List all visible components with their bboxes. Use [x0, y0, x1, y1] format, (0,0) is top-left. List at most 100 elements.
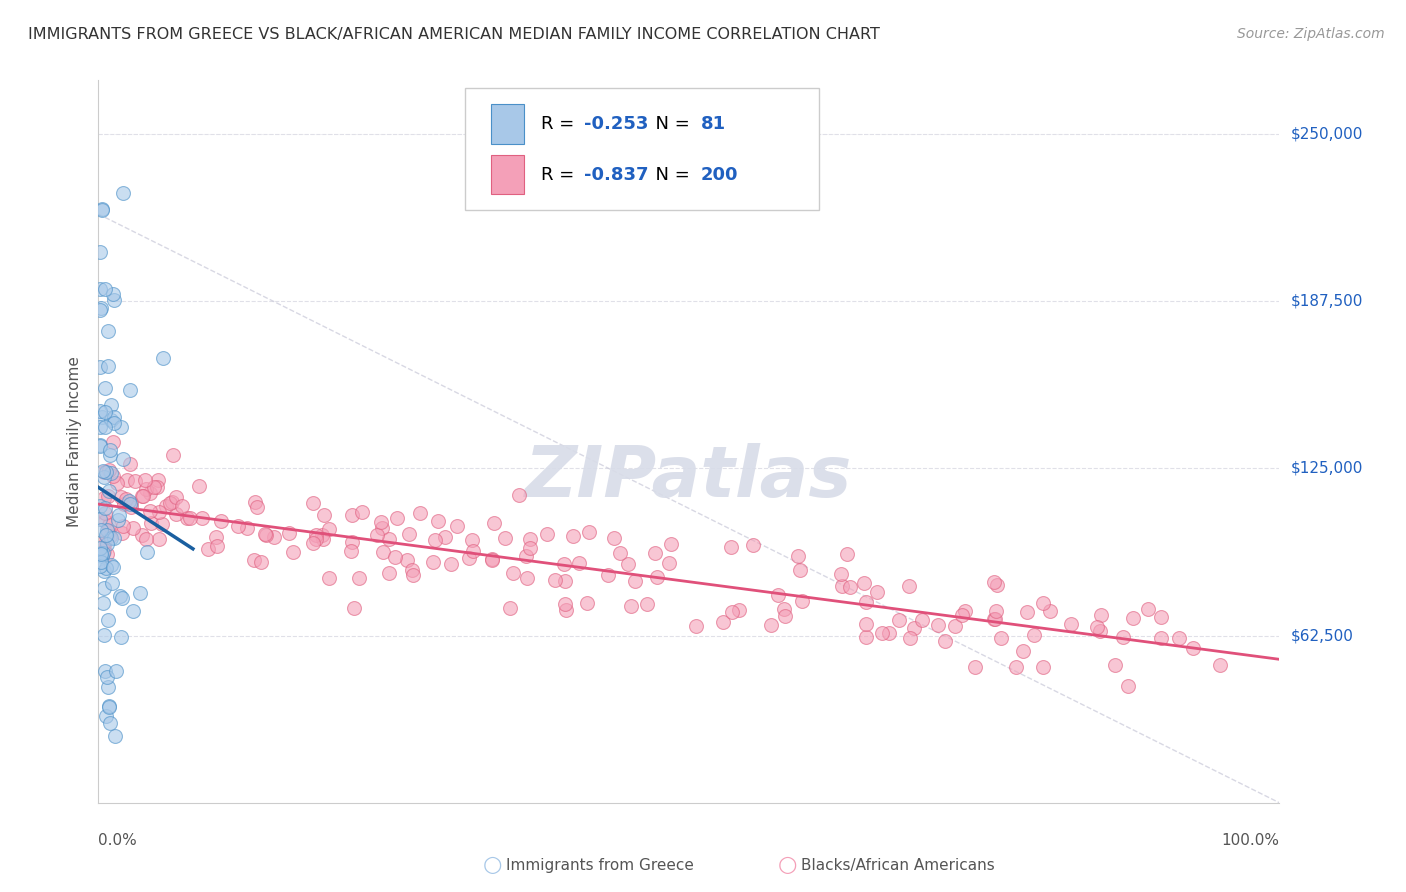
Point [97, 680, 120, 694]
Point [96, 465, 118, 479]
Point [96, 669, 118, 683]
Point [111, 519, 134, 533]
Point [395, 553, 418, 567]
Point [402, 568, 425, 582]
Point [250, 555, 273, 569]
Point [138, 485, 160, 500]
Point [152, 516, 174, 531]
Point [311, 527, 333, 541]
Point [110, 630, 132, 644]
Point [339, 543, 361, 558]
Point [120, 500, 142, 515]
Point [830, 566, 852, 581]
Point [160, 495, 183, 509]
Point [90, 546, 112, 560]
Point [205, 539, 228, 553]
Point [990, 632, 1012, 646]
Text: -0.253: -0.253 [583, 115, 648, 133]
Point [305, 532, 328, 546]
Point [463, 544, 485, 558]
Point [1012, 643, 1035, 657]
Point [204, 530, 226, 544]
Point [659, 537, 682, 551]
Text: 200: 200 [700, 166, 738, 184]
Point [1150, 610, 1173, 624]
Point [1137, 602, 1160, 616]
Point [620, 599, 643, 614]
Point [409, 506, 432, 520]
Text: $125,000: $125,000 [1291, 461, 1362, 475]
Point [97, 698, 120, 713]
Point [93, 581, 115, 595]
Point [96, 548, 118, 562]
Point [97, 359, 120, 374]
Text: -0.837: -0.837 [583, 166, 648, 184]
Point [254, 528, 277, 542]
Point [1209, 658, 1232, 673]
Point [555, 603, 578, 617]
Point [94, 282, 117, 296]
Point [343, 600, 366, 615]
Point [94, 561, 117, 575]
Point [111, 525, 134, 540]
Point [91, 203, 114, 218]
Point [90, 555, 112, 569]
Point [898, 631, 921, 645]
Text: ○: ○ [778, 855, 797, 875]
Point [516, 572, 538, 586]
Point [624, 574, 647, 589]
Text: R =: R = [541, 115, 581, 133]
Point [508, 488, 530, 502]
Point [93, 543, 115, 558]
Point [943, 619, 966, 633]
Point [91, 549, 114, 564]
Point [373, 545, 395, 559]
Point [121, 604, 143, 618]
Point [89, 437, 111, 451]
Point [1032, 660, 1054, 674]
Point [422, 555, 444, 569]
Point [128, 586, 150, 600]
Point [98, 716, 121, 731]
Point [366, 527, 388, 541]
Point [100, 529, 122, 543]
Point [772, 602, 794, 616]
Point [190, 511, 212, 525]
Point [97, 489, 120, 503]
Point [789, 563, 811, 577]
Point [950, 607, 973, 622]
Point [93, 628, 115, 642]
Point [89, 360, 111, 375]
Point [347, 571, 370, 585]
Point [152, 351, 174, 365]
Text: N =: N = [644, 115, 696, 133]
Point [312, 533, 335, 547]
Point [96, 524, 118, 538]
Point [502, 566, 524, 581]
Point [89, 439, 111, 453]
Point [984, 603, 1007, 617]
Point [481, 553, 503, 567]
Point [93, 465, 115, 479]
Point [131, 489, 153, 503]
Point [94, 506, 117, 520]
Point [97, 614, 120, 628]
Point [370, 515, 392, 529]
Point [963, 659, 986, 673]
Point [176, 511, 198, 525]
Point [100, 412, 122, 426]
Point [93, 469, 115, 483]
Point [110, 419, 132, 434]
Point [148, 533, 170, 547]
Point [554, 597, 576, 611]
Point [482, 516, 505, 530]
Point [226, 519, 249, 533]
Point [242, 553, 264, 567]
Point [112, 186, 135, 200]
Point [96, 529, 118, 543]
Point [554, 574, 576, 589]
Point [90, 523, 112, 537]
Point [553, 557, 575, 571]
Point [835, 548, 858, 562]
Point [645, 570, 668, 584]
